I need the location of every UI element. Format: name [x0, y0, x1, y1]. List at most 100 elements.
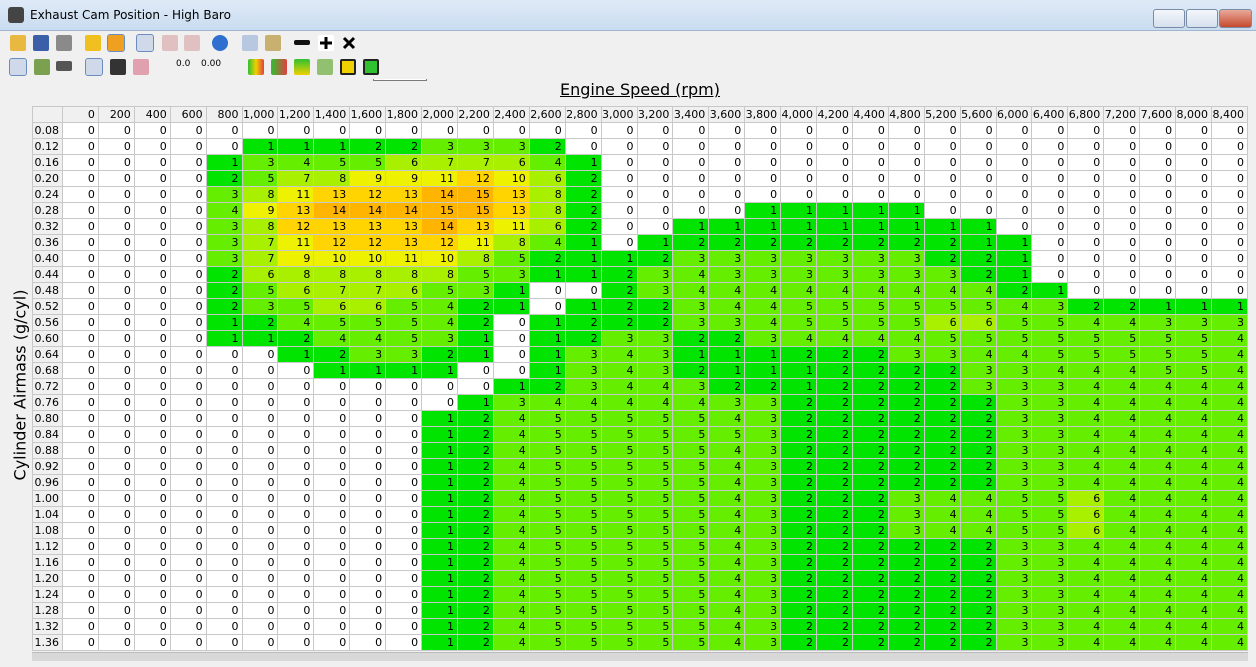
- view-button[interactable]: [34, 59, 50, 75]
- data-cell[interactable]: 0: [1211, 282, 1248, 299]
- data-cell[interactable]: 3: [887, 266, 925, 283]
- data-cell[interactable]: 0: [169, 538, 207, 555]
- data-cell[interactable]: 2: [816, 522, 853, 539]
- data-cell[interactable]: 2: [851, 410, 889, 427]
- data-cell[interactable]: 0: [456, 122, 494, 139]
- data-cell[interactable]: 5: [528, 426, 566, 443]
- data-cell[interactable]: 4: [492, 602, 530, 619]
- maximize-button[interactable]: [1186, 9, 1218, 28]
- data-cell[interactable]: 3: [636, 266, 674, 283]
- data-cell[interactable]: 3: [205, 234, 243, 251]
- data-cell[interactable]: 4: [708, 490, 746, 507]
- data-cell[interactable]: 1: [995, 250, 1033, 267]
- data-cell[interactable]: 1: [672, 218, 710, 235]
- data-cell[interactable]: 3: [780, 250, 818, 267]
- data-cell[interactable]: 2: [672, 330, 710, 347]
- data-cell[interactable]: 3: [1031, 458, 1069, 475]
- data-cell[interactable]: 0: [636, 202, 674, 219]
- data-cell[interactable]: 0: [97, 570, 135, 587]
- data-cell[interactable]: 4: [1175, 602, 1212, 619]
- data-cell[interactable]: 0: [133, 506, 171, 523]
- data-cell[interactable]: 3: [1031, 634, 1069, 651]
- data-cell[interactable]: 4: [1103, 570, 1141, 587]
- data-cell[interactable]: 3: [744, 458, 782, 475]
- data-cell[interactable]: 4: [1211, 474, 1248, 491]
- data-cell[interactable]: 5: [1175, 362, 1212, 379]
- data-cell[interactable]: 0: [241, 586, 279, 603]
- data-cell[interactable]: 0: [780, 154, 818, 171]
- data-cell[interactable]: 4: [1211, 634, 1248, 651]
- data-cell[interactable]: 0: [385, 570, 423, 587]
- data-cell[interactable]: 4: [492, 522, 530, 539]
- data-cell[interactable]: 2: [205, 282, 243, 299]
- data-cell[interactable]: 0: [62, 490, 99, 507]
- data-cell[interactable]: 2: [456, 522, 494, 539]
- data-cell[interactable]: 4: [492, 410, 530, 427]
- data-cell[interactable]: 0: [277, 394, 315, 411]
- data-cell[interactable]: 2: [959, 554, 997, 571]
- data-cell[interactable]: 0: [672, 154, 710, 171]
- data-cell[interactable]: 0: [349, 570, 387, 587]
- data-cell[interactable]: 0: [1031, 170, 1069, 187]
- data-cell[interactable]: 0: [672, 202, 710, 219]
- data-cell[interactable]: 0: [133, 570, 171, 587]
- data-cell[interactable]: 0: [492, 362, 530, 379]
- data-cell[interactable]: 4: [1067, 314, 1105, 331]
- zero-button[interactable]: 0.0: [176, 59, 191, 69]
- data-cell[interactable]: 0: [600, 218, 638, 235]
- data-cell[interactable]: 0: [133, 538, 171, 555]
- data-cell[interactable]: 4: [708, 410, 746, 427]
- data-cell[interactable]: 0: [205, 602, 243, 619]
- data-cell[interactable]: 4: [744, 314, 782, 331]
- data-cell[interactable]: 5: [528, 570, 566, 587]
- data-cell[interactable]: 1: [528, 330, 566, 347]
- data-cell[interactable]: 0: [1175, 250, 1212, 267]
- data-cell[interactable]: 5: [1067, 346, 1105, 363]
- data-cell[interactable]: 0: [528, 122, 566, 139]
- data-cell[interactable]: 4: [1103, 426, 1141, 443]
- data-cell[interactable]: 2: [456, 314, 494, 331]
- data-cell[interactable]: 0: [133, 618, 171, 635]
- data-cell[interactable]: 5: [672, 442, 710, 459]
- data-cell[interactable]: 5: [385, 314, 423, 331]
- data-cell[interactable]: 3: [421, 138, 458, 155]
- data-cell[interactable]: 3: [887, 506, 925, 523]
- data-cell[interactable]: 2: [959, 538, 997, 555]
- data-cell[interactable]: 0: [133, 634, 171, 651]
- data-cell[interactable]: 0: [133, 602, 171, 619]
- data-cell[interactable]: 4: [1139, 378, 1177, 395]
- data-cell[interactable]: 0: [636, 122, 674, 139]
- data-cell[interactable]: 12: [277, 218, 315, 235]
- data-cell[interactable]: 2: [923, 634, 961, 651]
- data-cell[interactable]: 1: [564, 250, 602, 267]
- data-cell[interactable]: 0: [1139, 266, 1177, 283]
- data-cell[interactable]: 4: [636, 378, 674, 395]
- data-cell[interactable]: 2: [600, 282, 638, 299]
- data-cell[interactable]: 4: [923, 506, 961, 523]
- data-cell[interactable]: 0: [241, 394, 279, 411]
- data-cell[interactable]: 6: [528, 170, 566, 187]
- data-cell[interactable]: 6: [1067, 490, 1105, 507]
- data-cell[interactable]: 4: [1139, 602, 1177, 619]
- data-cell[interactable]: 0: [241, 474, 279, 491]
- data-cell[interactable]: 2: [780, 522, 818, 539]
- data-cell[interactable]: 6: [385, 154, 423, 171]
- data-cell[interactable]: 11: [385, 250, 423, 267]
- data-cell[interactable]: 0: [600, 170, 638, 187]
- data-cell[interactable]: 0: [169, 474, 207, 491]
- data-cell[interactable]: 4: [1175, 458, 1212, 475]
- data-cell[interactable]: 0: [744, 122, 782, 139]
- data-cell[interactable]: 0: [923, 202, 961, 219]
- data-cell[interactable]: 4: [1211, 538, 1248, 555]
- data-cell[interactable]: 2: [816, 618, 853, 635]
- data-cell[interactable]: 0: [169, 202, 207, 219]
- data-cell[interactable]: 4: [1067, 554, 1105, 571]
- data-cell[interactable]: 2: [851, 634, 889, 651]
- data-cell[interactable]: 8: [385, 266, 423, 283]
- star-button[interactable]: [107, 34, 125, 52]
- data-cell[interactable]: 0: [313, 602, 351, 619]
- data-cell[interactable]: 0: [169, 426, 207, 443]
- data-cell[interactable]: 0: [97, 602, 135, 619]
- data-cell[interactable]: 0: [97, 186, 135, 203]
- data-cell[interactable]: 0: [744, 138, 782, 155]
